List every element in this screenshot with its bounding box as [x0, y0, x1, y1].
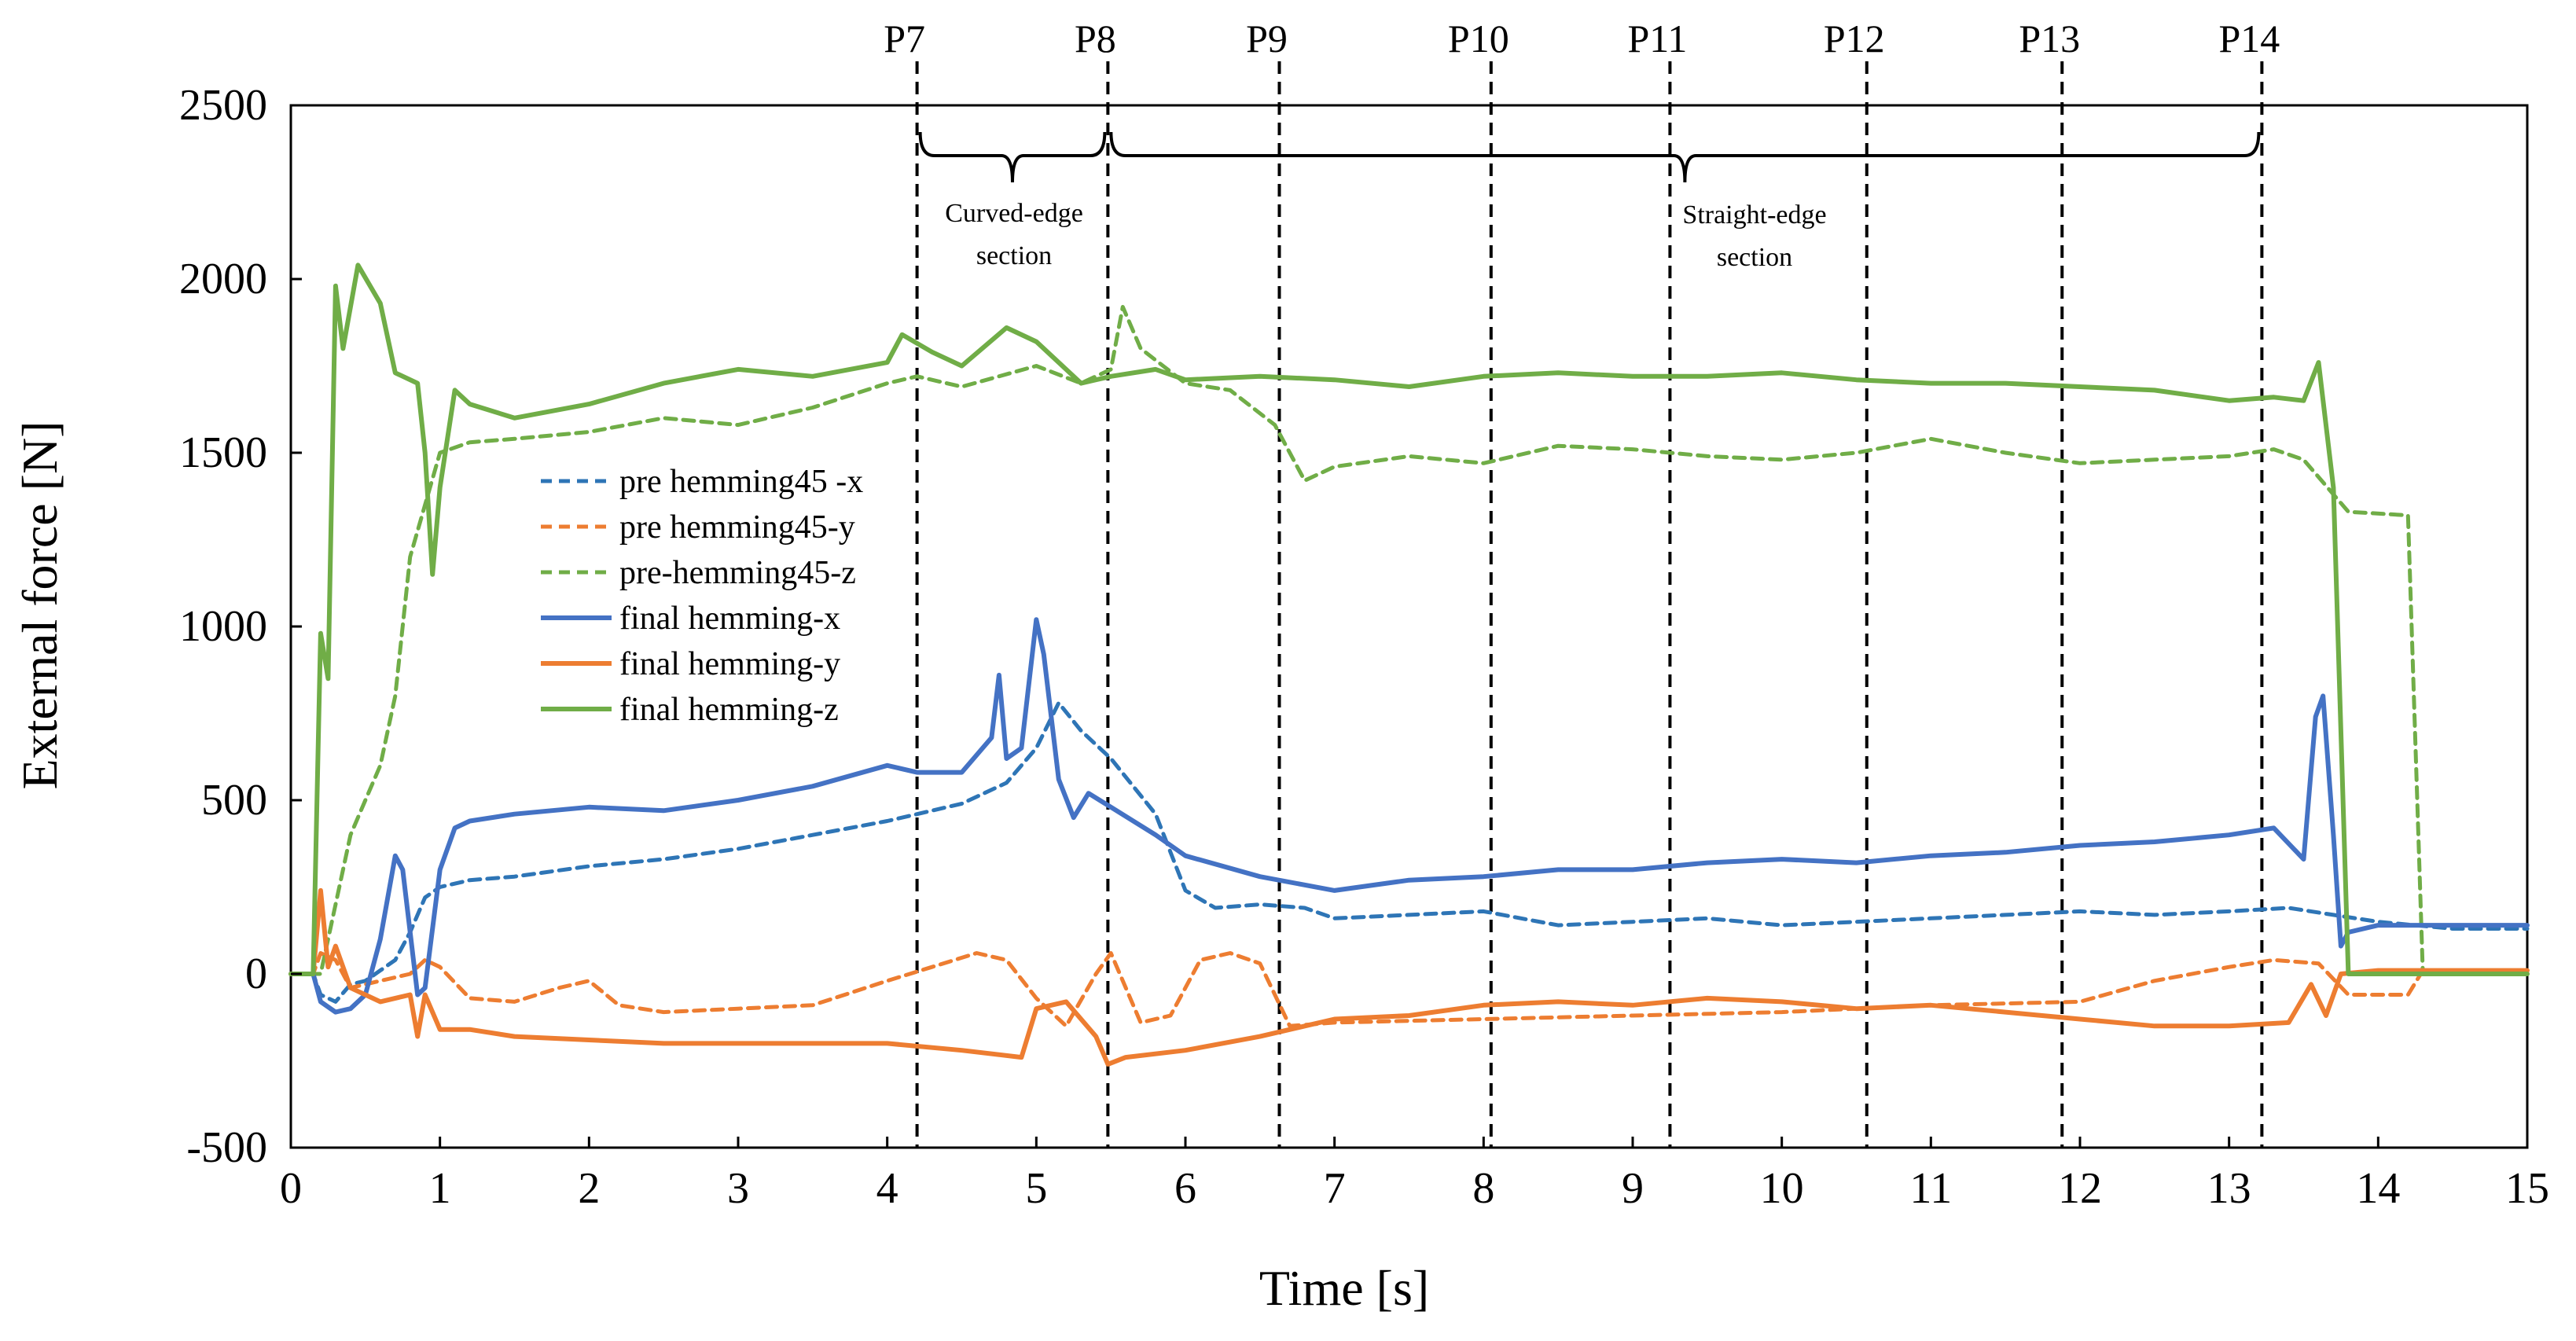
- marker-label: P9: [1246, 17, 1288, 61]
- section-label: section: [1717, 243, 1792, 272]
- section-brace: [1109, 131, 2261, 183]
- y-tick-label: 500: [201, 776, 267, 825]
- marker-label: P8: [1075, 17, 1116, 61]
- marker-label: P14: [2218, 17, 2280, 61]
- section-label: Curved-edge: [945, 199, 1083, 228]
- x-tick-label: 3: [727, 1164, 749, 1213]
- legend-label: pre hemming45-y: [619, 509, 855, 546]
- series-line: [288, 617, 2530, 1015]
- marker-label: P11: [1627, 17, 1687, 61]
- x-tick-label: 7: [1324, 1164, 1346, 1213]
- marker-label: P7: [884, 17, 925, 61]
- section-label: section: [976, 241, 1052, 270]
- axes-layer: 0 1 2 3 4 5 6 7 8 9 10 11 12 13 14 15-50005001000150020…: [179, 81, 2549, 1213]
- marker-label: P12: [1824, 17, 1885, 61]
- series-line: [288, 887, 2530, 1067]
- legend-label: pre-hemming45-z: [619, 555, 856, 591]
- series-layer: [288, 263, 2530, 1067]
- sections-layer: Curved-edge section Straight-edge section: [918, 131, 2261, 272]
- y-tick-label: 2000: [179, 255, 267, 303]
- y-tick-label: 1500: [179, 428, 267, 477]
- x-tick-label: 2: [578, 1164, 600, 1213]
- y-tick-label: 1000: [179, 602, 267, 651]
- x-tick-label: 8: [1472, 1164, 1494, 1213]
- x-tick-label: 12: [2058, 1164, 2102, 1213]
- x-tick-label: 14: [2356, 1164, 2400, 1213]
- x-tick-label: 5: [1025, 1164, 1047, 1213]
- x-tick-label: 0: [280, 1164, 302, 1213]
- x-tick-label: 15: [2505, 1164, 2549, 1213]
- x-tick-label: 1: [429, 1164, 451, 1213]
- legend-label: final hemming-x: [619, 601, 840, 637]
- section-brace: [918, 131, 1107, 183]
- marker-label: P13: [2019, 17, 2080, 61]
- series-line: [288, 263, 2530, 976]
- y-tick-label: -500: [186, 1123, 267, 1172]
- plot-frame: [289, 104, 2529, 1149]
- legend-label: pre hemming45 -x: [619, 464, 863, 500]
- y-tick-label: 2500: [179, 81, 267, 130]
- series-line: [288, 700, 2530, 1004]
- section-label: Straight-edge: [1682, 200, 1826, 230]
- x-tick-label: 13: [2207, 1164, 2251, 1213]
- series-line: [288, 304, 2530, 976]
- marker-label: P10: [1448, 17, 1509, 61]
- y-axis-label: External force [N]: [12, 421, 68, 789]
- x-tick-label: 11: [1909, 1164, 1952, 1213]
- markers-layer: P7 P8 P9 P10 P11 P12 P13 P14: [884, 17, 2280, 1148]
- x-axis-label: Time [s]: [1259, 1260, 1429, 1316]
- x-tick-label: 10: [1760, 1164, 1804, 1213]
- x-tick-label: 6: [1174, 1164, 1196, 1213]
- legend: pre hemming45 -x pre hemming45-y pre-hemmi…: [541, 464, 863, 728]
- legend-label: final hemming-z: [619, 692, 839, 728]
- y-tick-label: 0: [245, 950, 267, 998]
- x-tick-label: 4: [876, 1164, 898, 1213]
- x-tick-label: 9: [1622, 1164, 1644, 1213]
- plot-area: [289, 104, 2529, 1149]
- legend-label: final hemming-y: [619, 646, 840, 682]
